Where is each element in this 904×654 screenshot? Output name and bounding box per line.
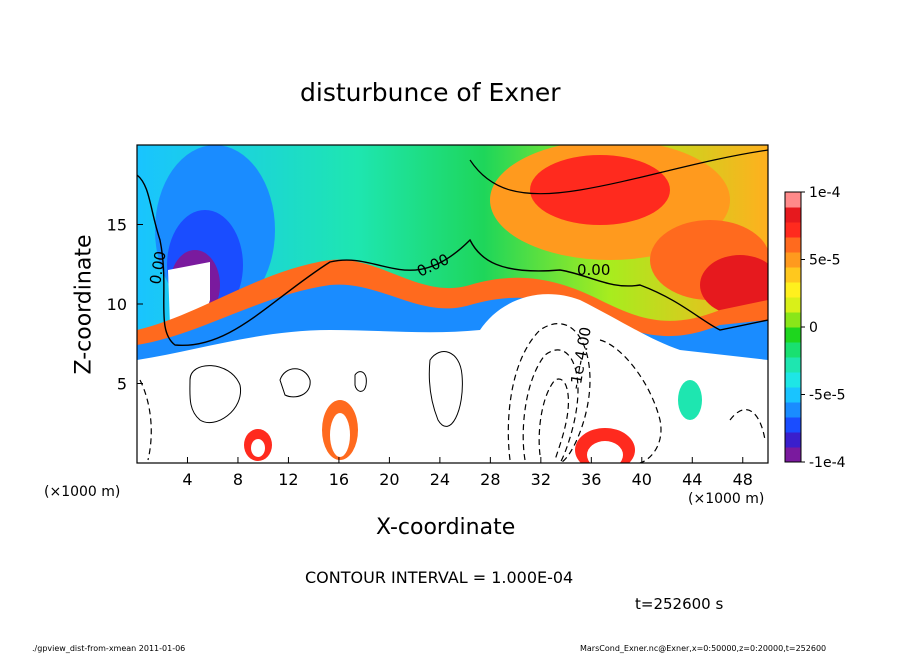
colorbar-tick-label: -5e-5 [809,388,846,404]
colorbar-swatch [785,267,801,283]
x-tick-label: 44 [682,470,702,489]
colorbar-swatch [785,192,801,208]
contour-label: 0.00 [577,261,610,279]
colorbar [785,192,801,463]
x-tick-label: 28 [480,470,500,489]
x-tick-label: 40 [632,470,652,489]
colorbar-swatch [785,402,801,418]
y-tick-label: 10 [107,295,127,314]
colorbar-swatch [785,342,801,358]
footer-left: ./gpview_dist-from-xmean 2011-01-06 [32,644,186,653]
colorbar-labels: 1e-4 5e-5 0 -5e-5 -1e-4 [801,185,846,471]
plot-field [137,145,768,463]
footer-right: MarsCond_Exner.nc@Exner,x=0:50000,z=0:20… [580,644,827,653]
colorbar-swatch [785,252,801,268]
colorbar-swatch [785,387,801,403]
colorbar-swatch [785,312,801,328]
y-tick-label: 5 [117,375,127,394]
contour-label: 0.00 [146,250,170,286]
colorbar-swatch [785,357,801,373]
colorbar-swatch [785,237,801,253]
time-label: t=252600 s [635,595,724,613]
y-axis-ticks: 5 10 15 [107,216,143,394]
x-tick-label: 36 [581,470,601,489]
colorbar-swatch [785,282,801,298]
x-tick-label: 20 [379,470,399,489]
colorbar-swatch [785,297,801,313]
contour-interval-text: CONTOUR INTERVAL = 1.000E-04 [305,568,574,587]
colorbar-swatch [785,417,801,433]
colorbar-tick-label: 5e-5 [809,253,840,269]
colorbar-swatch [785,327,801,343]
x-units-left: (×1000 m) [44,484,121,500]
x-tick-label: 48 [733,470,753,489]
colorbar-swatch [785,372,801,388]
x-tick-label: 16 [329,470,349,489]
colorbar-tick-label: -1e-4 [809,455,846,471]
colorbar-tick-label: 0 [809,320,818,336]
colorbar-swatch [785,222,801,238]
colorbar-swatch [785,207,801,223]
colorbar-swatch [785,447,801,463]
x-axis-ticks: 4 8 12 16 20 24 28 32 36 40 44 48 [182,457,753,489]
colorbar-swatch [785,432,801,448]
chart-title: disturbunce of Exner [300,78,561,107]
x-units-right: (×1000 m) [688,491,765,507]
x-tick-label: 32 [531,470,551,489]
y-axis-label: Z-coordinate [71,234,97,375]
x-tick-label: 4 [182,470,192,489]
y-tick-label: 15 [107,216,127,235]
x-tick-label: 24 [430,470,450,489]
x-axis-label: X-coordinate [376,515,516,540]
x-tick-label: 8 [233,470,243,489]
colorbar-tick-label: 1e-4 [809,185,841,201]
x-tick-label: 12 [278,470,298,489]
